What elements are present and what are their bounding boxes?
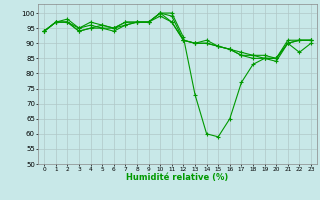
X-axis label: Humidité relative (%): Humidité relative (%) xyxy=(126,173,229,182)
